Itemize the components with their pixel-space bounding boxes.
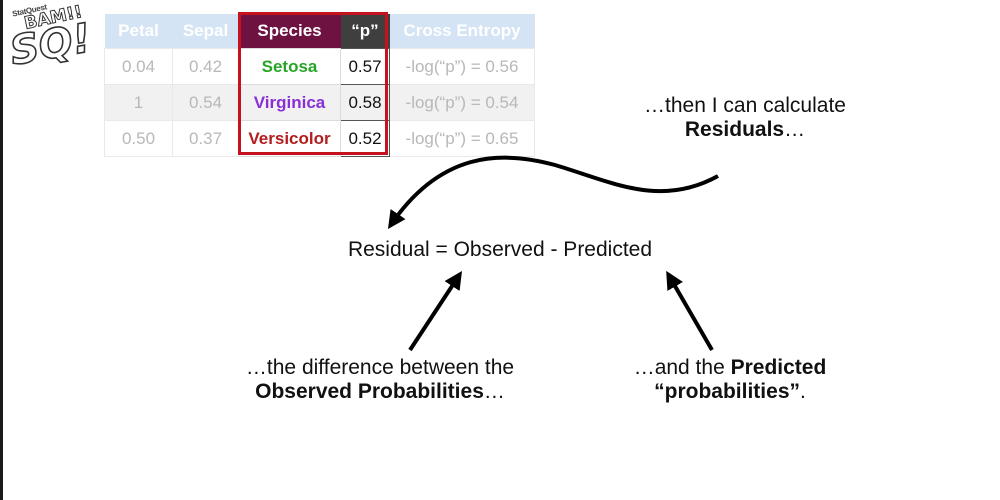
- observed-note-bold: Observed Probabilities: [255, 380, 484, 403]
- residual-equation: Residual = Observed - Predicted: [300, 238, 700, 262]
- predicted-note: …and the Predicted “probabilities”.: [600, 356, 860, 404]
- calc-note-line1: …then I can calculate: [600, 94, 890, 118]
- predicted-note-bold1: Predicted: [731, 356, 827, 379]
- calc-note-bold: Residuals: [685, 118, 784, 141]
- calc-note-tail: …: [784, 118, 805, 141]
- predicted-note-lead: …and the: [634, 356, 731, 379]
- curved-arrow: [390, 158, 718, 226]
- predicted-note-bold2: “probabilities”: [654, 380, 800, 403]
- predicted-note-tail: .: [800, 380, 806, 403]
- observed-note-line1: …the difference between the: [200, 356, 560, 380]
- observed-note: …the difference between the Observed Pro…: [200, 356, 560, 404]
- arrow-to-observed: [410, 274, 460, 350]
- observed-note-tail: …: [484, 380, 505, 403]
- arrow-to-predicted: [668, 274, 712, 350]
- calc-note: …then I can calculate Residuals…: [600, 94, 890, 142]
